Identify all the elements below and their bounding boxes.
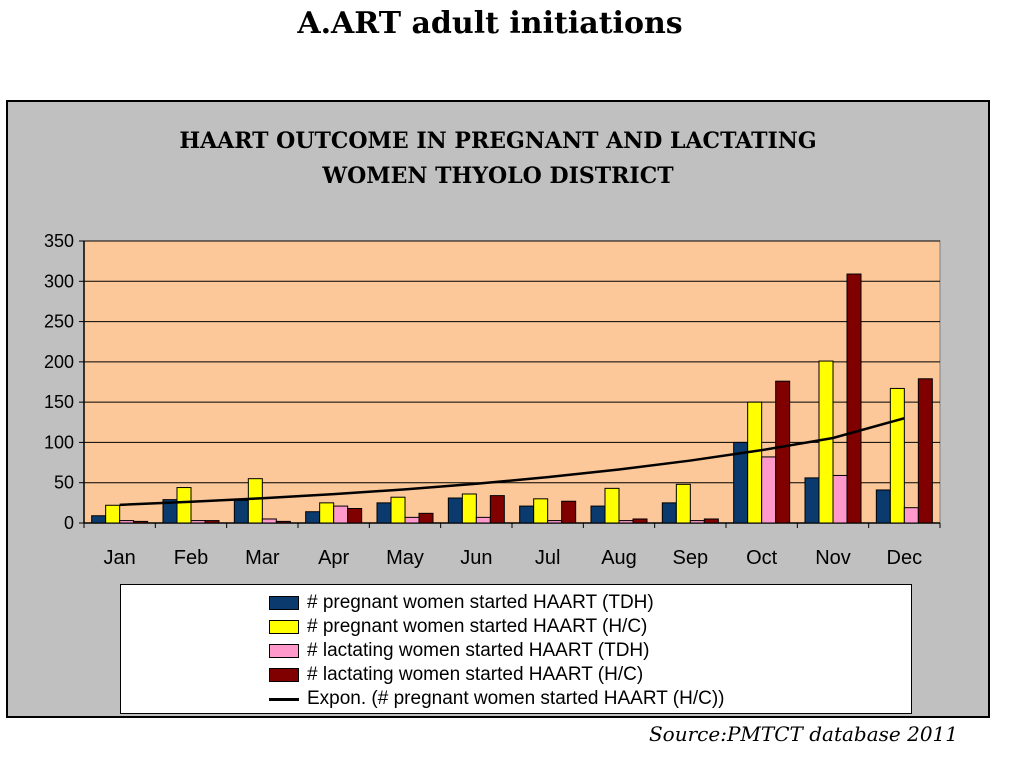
x-tick-label: Apr: [318, 547, 349, 569]
bar: [846, 273, 862, 524]
y-tick-label: 350: [44, 231, 74, 251]
legend-item: # lactating women started HAART (TDH): [269, 639, 724, 663]
x-tick-label: Dec: [887, 547, 923, 569]
bar: [91, 515, 107, 524]
bar: [119, 520, 135, 524]
x-tick-label: Mar: [245, 547, 280, 569]
y-tick-label: 200: [44, 352, 74, 372]
x-tick-label: Jun: [460, 547, 492, 569]
source-note: Source:PMTCT database 2011: [648, 722, 958, 746]
bar: [447, 497, 463, 524]
chart-title-line-2: WOMEN THYOLO DISTRICT: [322, 163, 674, 189]
bar: [661, 502, 677, 524]
y-tick-label: 100: [44, 432, 74, 452]
bar: [489, 495, 505, 524]
bar: [133, 520, 149, 524]
bar: [247, 478, 263, 524]
slide-title: A.ART adult initiations: [297, 6, 683, 41]
bar: [632, 518, 648, 524]
bar: [376, 502, 392, 524]
bar: [305, 511, 321, 524]
bar: [917, 378, 933, 524]
legend-label: # lactating women started HAART (TDH): [307, 640, 650, 661]
legend-label: # lactating women started HAART (H/C): [307, 664, 644, 685]
legend-label: # pregnant women started HAART (TDH): [307, 592, 654, 613]
bar: [475, 516, 491, 524]
bar: [418, 512, 434, 524]
legend-swatch: [269, 620, 299, 634]
x-tick-label: May: [386, 547, 424, 569]
chart-area: HAART OUTCOME IN PREGNANT AND LACTATING …: [6, 100, 990, 718]
legend-swatch: [269, 644, 299, 658]
bar: [261, 518, 277, 524]
legend-item: # pregnant women started HAART (TDH): [269, 591, 724, 615]
bar: [618, 520, 634, 524]
bar: [604, 487, 620, 524]
bar: [275, 520, 291, 524]
bar: [190, 520, 206, 524]
bar: [590, 505, 606, 524]
legend-swatch: [269, 596, 299, 610]
bar: [689, 520, 705, 524]
legend-item: Expon. (# pregnant women started HAART (…: [269, 687, 724, 711]
chart-title: HAART OUTCOME IN PREGNANT AND LACTATING …: [8, 124, 988, 194]
trendline: [119, 417, 905, 507]
bar: [747, 401, 763, 524]
bar: [703, 518, 719, 524]
bar: [889, 387, 905, 524]
bar: [804, 477, 820, 524]
bar: [176, 487, 192, 524]
y-tick-label: 150: [44, 392, 74, 412]
chart-title-line-1: HAART OUTCOME IN PREGNANT AND LACTATING: [179, 128, 817, 154]
bar: [461, 493, 477, 524]
bar: [319, 502, 335, 524]
bar: [233, 499, 249, 524]
bar: [533, 498, 549, 524]
bar: [761, 456, 777, 524]
x-tick-label: Aug: [601, 547, 637, 569]
x-tick-label: Sep: [673, 547, 709, 569]
bar: [675, 483, 691, 524]
x-tick-label: Feb: [174, 547, 208, 569]
bar: [832, 474, 848, 524]
bar: [875, 489, 891, 524]
bar: [390, 496, 406, 524]
bar: [903, 507, 919, 524]
bar: [347, 507, 363, 524]
plot-background: [83, 240, 941, 524]
bar: [775, 380, 791, 524]
legend-swatch: [269, 668, 299, 682]
legend-label: Expon. (# pregnant women started HAART (…: [307, 688, 725, 709]
y-tick-label: 250: [44, 312, 74, 332]
y-tick-label: 50: [54, 473, 74, 493]
bar: [333, 505, 349, 524]
x-tick-label: Oct: [746, 547, 778, 569]
bar: [547, 520, 563, 524]
plot-svg: 0 50 100 150 200 250 300 350 Jan Feb Mar Apr May Jun J…: [44, 231, 941, 569]
bar: [519, 505, 535, 524]
x-tick-label: Nov: [815, 547, 851, 569]
y-tick-label: 0: [64, 513, 74, 533]
legend-list: # pregnant women started HAART (TDH) # pr…: [269, 591, 724, 711]
bar: [204, 520, 220, 524]
bar: [561, 500, 577, 524]
bar: [818, 360, 834, 524]
legend: # pregnant women started HAART (TDH) # pr…: [120, 584, 912, 714]
legend-item: # lactating women started HAART (H/C): [269, 663, 724, 687]
legend-line-swatch: [269, 697, 299, 701]
bar: [105, 504, 121, 524]
legend-item: # pregnant women started HAART (H/C): [269, 615, 724, 639]
bar: [404, 516, 420, 524]
y-tick-label: 300: [44, 271, 74, 291]
x-tick-label: Jul: [535, 547, 561, 569]
x-tick-label: Jan: [104, 547, 136, 569]
legend-label: # pregnant women started HAART (H/C): [307, 616, 648, 637]
